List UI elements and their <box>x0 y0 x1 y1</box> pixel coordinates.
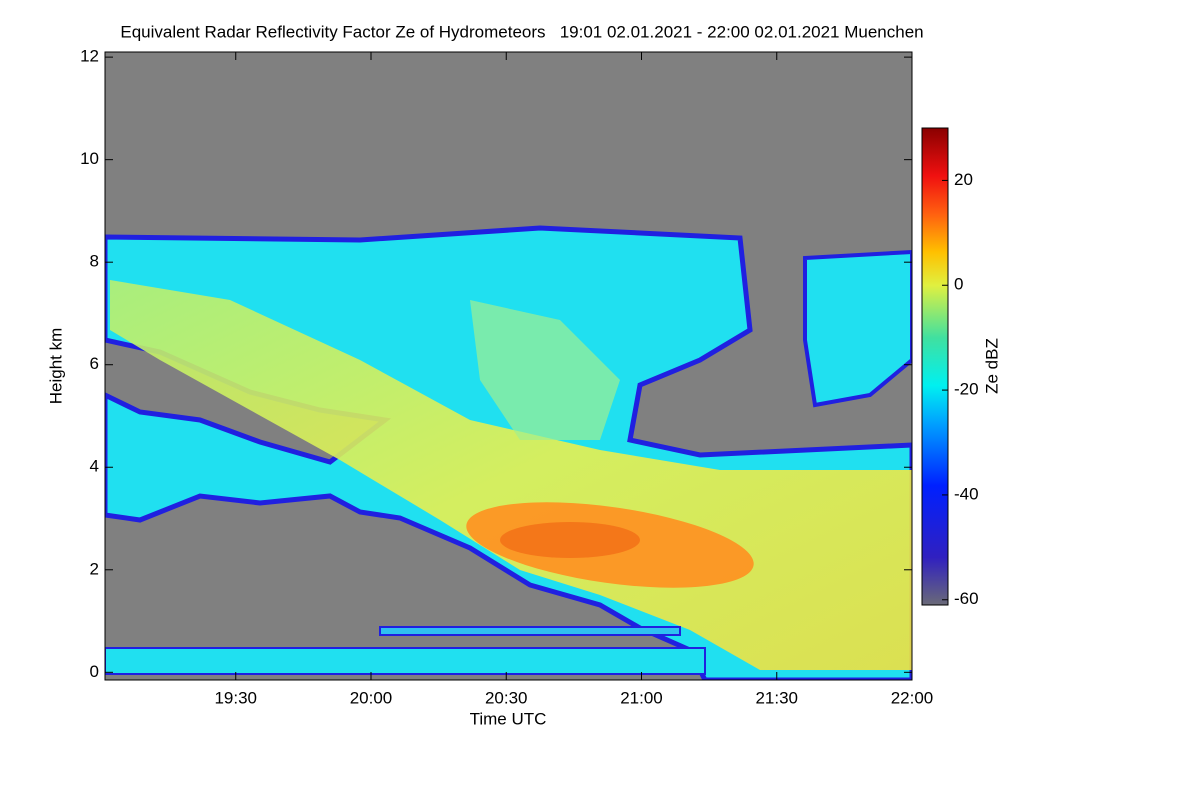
x-tick-label: 19:30 <box>214 688 257 707</box>
y-tick-label: 2 <box>90 559 99 578</box>
y-tick-label: 4 <box>90 457 99 476</box>
x-axis-label: Time UTC <box>470 709 547 728</box>
y-tick-label: 8 <box>90 252 99 271</box>
colorbar-tick-label: -40 <box>954 484 979 503</box>
y-axis-label: Height km <box>46 328 65 405</box>
x-tick-label: 21:30 <box>755 688 798 707</box>
y-tick-label: 10 <box>80 149 99 168</box>
y-tick-label: 6 <box>90 354 99 373</box>
colorbar-tick-label: 0 <box>954 275 963 294</box>
y-tick-label: 0 <box>90 662 99 681</box>
y-tick-label: 12 <box>80 47 99 66</box>
colorbar <box>921 127 949 606</box>
chart-title: Equivalent Radar Reflectivity Factor Ze … <box>120 22 923 41</box>
colorbar-tick-label: -60 <box>954 589 979 608</box>
colorbar-label: Ze dBZ <box>982 338 1001 394</box>
colorbar-tick-label: 20 <box>954 170 973 189</box>
x-tick-label: 20:30 <box>485 688 528 707</box>
colorbar-tick-label: -20 <box>954 380 979 399</box>
heatmap <box>105 52 912 680</box>
plot-frame <box>104 51 913 681</box>
x-tick-label: 20:00 <box>350 688 393 707</box>
x-tick-label: 22:00 <box>891 688 934 707</box>
x-tick-label: 21:00 <box>620 688 663 707</box>
